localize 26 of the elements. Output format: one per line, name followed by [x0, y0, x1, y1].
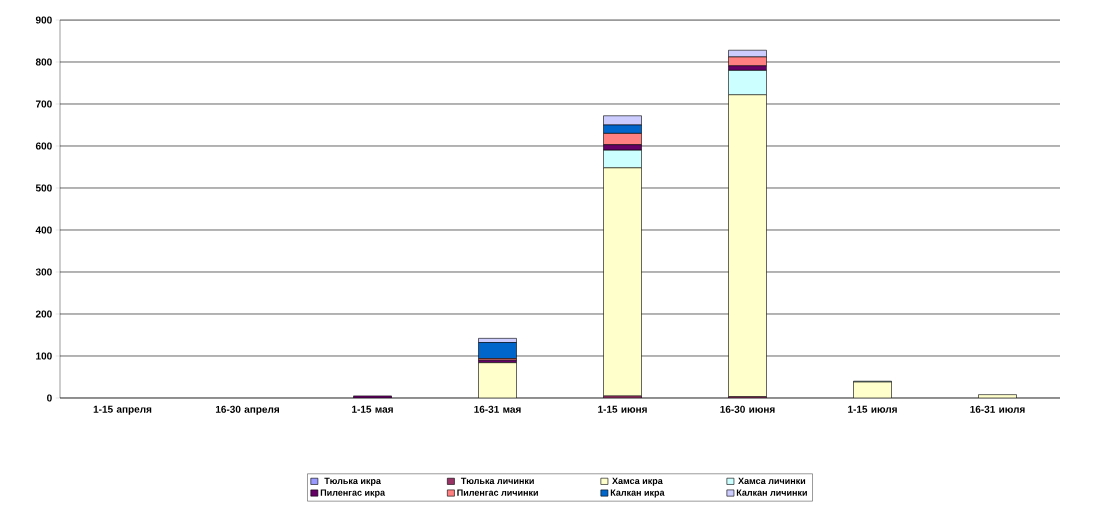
x-tick-label: 16-31 июля [970, 405, 1025, 413]
legend-label: Калкан личинки [736, 489, 807, 496]
x-tick-label: 1-15 июля [848, 405, 897, 413]
y-tick-label: 300 [35, 268, 52, 276]
y-tick-label: 100 [36, 352, 52, 360]
y-tick-label: 500 [35, 184, 52, 192]
x-tick-label: 16-30 июня [720, 405, 775, 413]
legend-label: Пиленгас икра [320, 489, 386, 498]
y-tick-label: 700 [35, 100, 52, 108]
y-tick-label: 800 [35, 58, 52, 66]
legend-label: Хамса личинки [738, 477, 806, 485]
legend-label: Пиленгас личинки [457, 489, 538, 496]
legend-label: Тюлька икра [324, 477, 381, 486]
legend-label: Калкан икра [610, 489, 665, 498]
x-tick-label: 16-30 апреля [215, 405, 279, 415]
y-tick-label: 0 [47, 394, 52, 402]
x-tick-label: 1-15 мая [352, 405, 393, 413]
x-tick-label: 1-15 апреля [93, 405, 152, 415]
y-tick-label: 900 [35, 16, 52, 24]
legend-label: Хамса икра [612, 477, 663, 486]
y-tick-label: 600 [35, 142, 52, 150]
legend-label: Тюлька личинки [460, 477, 534, 485]
y-tick-label: 400 [35, 226, 52, 234]
y-tick-label: 200 [35, 310, 52, 318]
x-tick-label: 1-15 июня [598, 405, 647, 413]
x-tick-label: 16-31 мая [474, 405, 521, 413]
